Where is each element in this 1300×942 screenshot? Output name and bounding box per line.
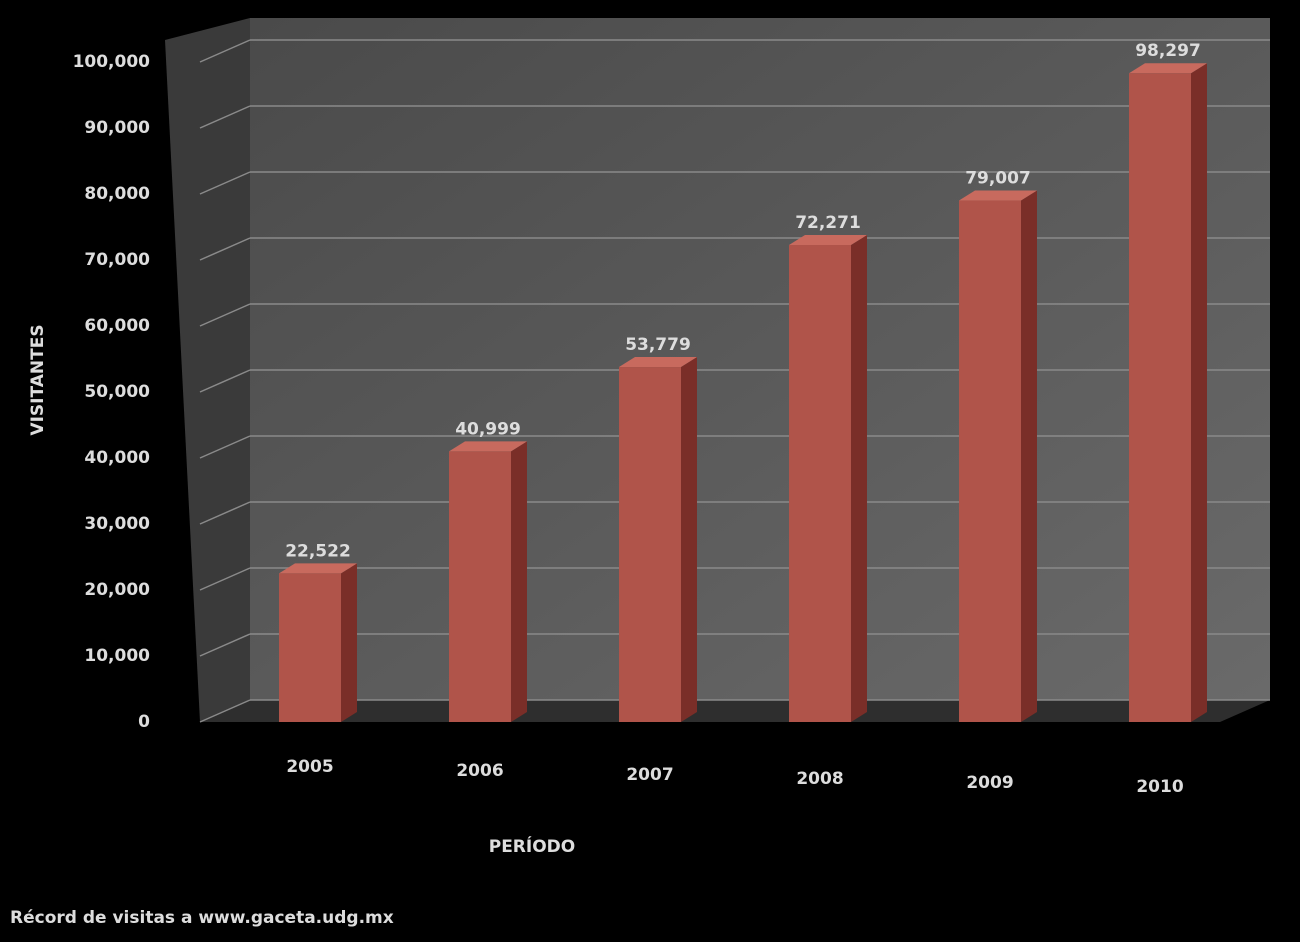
grid-line-side	[199, 501, 251, 525]
grid-line-side	[199, 369, 251, 393]
data-label: 72,271	[795, 213, 861, 233]
bar-top	[449, 441, 527, 452]
bar-top	[959, 190, 1037, 201]
floor	[200, 700, 1270, 722]
bar-side	[511, 441, 527, 722]
bar	[279, 573, 341, 722]
bar-side	[1191, 63, 1207, 722]
bar	[1129, 73, 1191, 722]
back-wall	[250, 18, 1270, 700]
y-tick-label: 70,000	[84, 250, 150, 270]
y-tick-label: 30,000	[84, 514, 150, 534]
y-tick-label: 50,000	[84, 382, 150, 402]
x-tick-label: 2009	[966, 773, 1013, 793]
grid-line-side	[199, 435, 251, 459]
bar	[449, 451, 511, 722]
grid-line-side	[199, 303, 251, 327]
data-label: 79,007	[965, 169, 1031, 189]
x-axis-label: PERÍODO	[489, 835, 576, 857]
bar-side	[1021, 190, 1037, 722]
bar-top	[279, 563, 357, 574]
y-tick-label: 60,000	[84, 316, 150, 336]
data-label: 40,999	[455, 419, 521, 439]
y-axis-label: VISITANTES	[28, 324, 48, 435]
x-tick-label: 2007	[626, 765, 673, 785]
y-tick-label: 100,000	[73, 52, 151, 72]
data-label: 98,297	[1135, 41, 1201, 61]
data-label: 22,522	[285, 541, 351, 561]
y-tick-label: 80,000	[84, 184, 150, 204]
x-tick-label: 2010	[1136, 777, 1183, 797]
x-tick-label: 2005	[286, 757, 333, 777]
bar-side	[851, 235, 867, 722]
x-tick-label: 2006	[456, 761, 503, 781]
bar-top	[789, 235, 867, 246]
bar	[959, 200, 1021, 722]
data-label: 53,779	[625, 335, 691, 355]
x-tick-label: 2008	[796, 769, 843, 789]
grid-line-side	[199, 171, 251, 195]
y-tick-label: 40,000	[84, 448, 150, 468]
bar	[619, 367, 681, 722]
grid-line-side	[199, 633, 251, 657]
grid-line-side	[199, 699, 251, 723]
bar-side	[681, 357, 697, 722]
y-tick-label: 10,000	[84, 646, 150, 666]
grid-line-side	[199, 567, 251, 591]
y-tick-label: 20,000	[84, 580, 150, 600]
bar	[789, 245, 851, 722]
bar-side	[341, 563, 357, 722]
y-tick-label: 0	[138, 712, 150, 732]
grid-line-side	[199, 39, 251, 63]
bar-top	[1129, 63, 1207, 74]
grid-line-side	[199, 237, 251, 261]
bar-top	[619, 357, 697, 368]
y-tick-label: 90,000	[84, 118, 150, 138]
chart-title: Récord de visitas a www.gaceta.udg.mx	[10, 908, 394, 928]
grid-line-side	[199, 105, 251, 129]
side-wall	[165, 18, 250, 722]
